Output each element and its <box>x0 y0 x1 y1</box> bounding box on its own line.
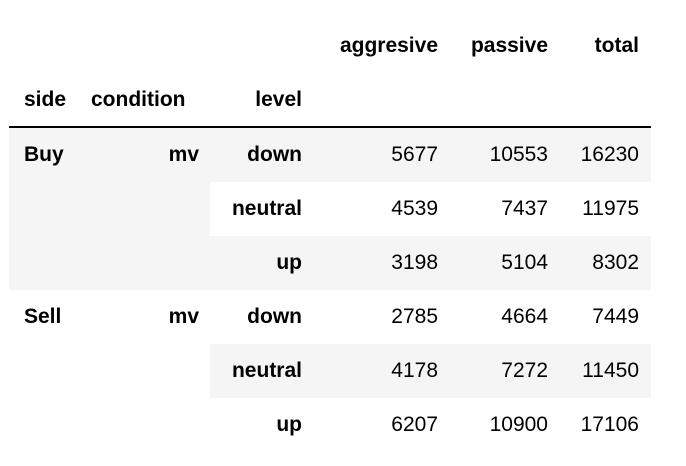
cell-passive: 7272 <box>501 359 548 382</box>
cell-total: 16230 <box>580 143 639 166</box>
row-side-label: Buy <box>24 143 64 166</box>
cell-total: 11975 <box>582 197 639 220</box>
column-header-passive: passive <box>470 34 548 57</box>
cell-total: 11450 <box>582 359 639 382</box>
cell-passive: 7437 <box>501 197 548 220</box>
sell-neutral-row-shade <box>210 344 651 398</box>
header-divider <box>9 126 651 128</box>
index-name-level: level <box>255 88 302 111</box>
index-name-condition: condition <box>91 88 186 111</box>
column-header-total: total <box>594 34 639 57</box>
cell-passive: 5104 <box>501 251 548 274</box>
index-name-side: side <box>24 88 67 111</box>
buy-group-shade-lower <box>9 182 210 236</box>
cell-aggresive: 3198 <box>391 251 438 274</box>
cell-aggresive: 6207 <box>391 413 438 436</box>
row-condition-label: mv <box>168 305 199 328</box>
cell-aggresive: 4539 <box>391 197 438 220</box>
cell-total: 8302 <box>592 251 639 274</box>
row-level-label: neutral <box>231 359 302 382</box>
buy-group-shade <box>9 128 651 182</box>
row-level-label: down <box>247 305 302 328</box>
column-header-aggresive: aggresive <box>339 34 438 57</box>
cell-aggresive: 5677 <box>391 143 438 166</box>
cell-total: 7449 <box>592 305 639 328</box>
row-level-label: neutral <box>231 197 302 220</box>
cell-aggresive: 2785 <box>391 305 438 328</box>
cell-passive: 4664 <box>501 305 548 328</box>
row-side-label: Sell <box>24 305 62 328</box>
row-condition-label: mv <box>168 143 199 166</box>
buy-up-row-shade <box>9 236 651 290</box>
cell-aggresive: 4178 <box>391 359 438 382</box>
cell-total: 17106 <box>580 413 639 436</box>
cell-passive: 10553 <box>489 143 548 166</box>
cell-passive: 10900 <box>489 413 548 436</box>
row-level-label: up <box>276 251 302 274</box>
row-level-label: up <box>276 413 302 436</box>
row-level-label: down <box>247 143 302 166</box>
